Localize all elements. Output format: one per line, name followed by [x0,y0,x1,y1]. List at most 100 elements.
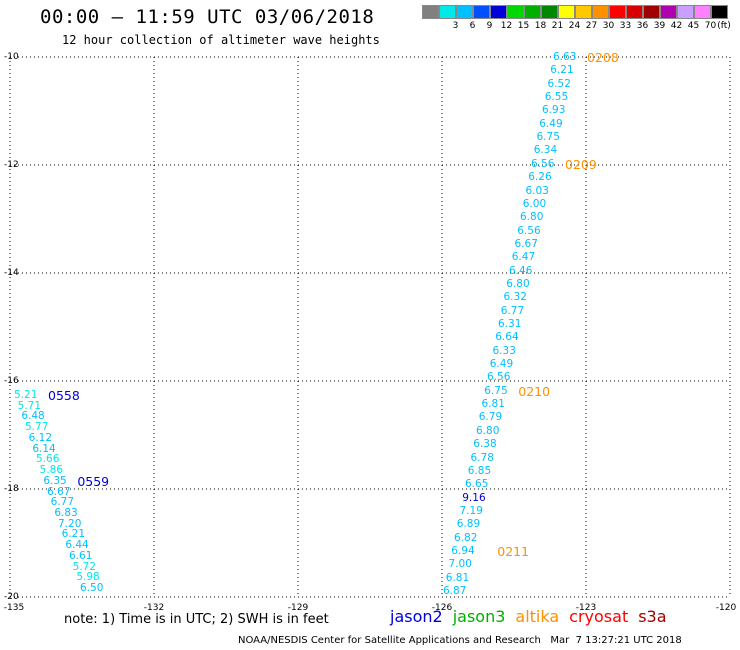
legend-swatch [677,5,694,19]
latitude-label: -12 [4,160,19,170]
legend-label: 45 [687,21,700,31]
swh-reading: 6.75 [536,131,560,144]
color-legend: 3 6 9 12 15 18 21 24 27 30 33 36 39 42 45 70 (ft) [422,5,740,33]
swh-reading: 6.93 [542,104,566,117]
swh-reading: 6.14 [32,442,56,455]
swh-reading: 6.78 [470,451,494,464]
latitude-label: -16 [4,376,19,386]
legend-swatch [609,5,626,19]
swh-reading: 6.03 [525,184,549,197]
swh-reading: 6.44 [65,539,89,552]
swh-reading: 6.65 [465,478,489,491]
longitude-label: -129 [287,603,309,613]
swh-reading: 6.94 [451,544,475,557]
swh-reading: 6.56 [487,371,511,384]
latitude-label: -14 [4,268,19,278]
swh-reading: 6.67 [47,485,71,498]
legend-label: 18 [534,21,547,31]
swh-reading: 6.83 [54,506,78,519]
pass-time-label: 0558 [48,388,80,403]
legend-swatch [439,5,456,19]
swh-reading: 6.80 [476,424,500,437]
pass-time-label: 0210 [518,383,551,399]
swh-reading: 6.49 [539,117,563,130]
swh-reading: 6.56 [531,157,555,170]
credit-line: NOAA/NESDIS Center for Satellite Applica… [238,635,682,646]
longitude-label: -132 [143,603,165,613]
swh-reading: 6.38 [473,438,497,451]
swh-reading: 6.33 [492,344,516,357]
swh-reading: 6.85 [467,464,492,477]
swh-reading: 6.80 [506,277,530,290]
swh-reading: 6.79 [478,411,503,424]
swh-reading: 6.52 [547,77,571,90]
legend-swatch [643,5,660,19]
pass-time-label: 0211 [497,543,530,559]
swh-reading: 6.80 [520,211,544,224]
swh-reading: 7.00 [448,558,472,571]
swh-reading: 5.72 [72,560,97,573]
legend-swatch [558,5,575,19]
swh-reading: 6.47 [511,251,536,264]
satellite-jason3: jason3 [452,607,506,626]
swh-reading: 9.16 [462,491,486,504]
legend-label: 33 [619,21,632,31]
pass-time-label: 0559 [77,473,110,489]
swh-reading: 6.34 [533,144,558,157]
swh-reading: 6.50 [80,582,104,594]
swh-reading: 6.32 [503,291,527,304]
longitude-label: -123 [575,603,597,613]
legend-label: 6 [469,21,476,31]
swh-reading: 6.77 [500,304,525,317]
swh-reading: 6.82 [454,531,478,544]
satellite-key: jason2 jason3 altika cryosat s3a [390,607,677,626]
legend-label: 12 [500,21,513,31]
swh-reading: 6.61 [69,549,93,562]
swh-reading: 6.12 [28,431,53,444]
legend-swatch [456,5,473,19]
swh-reading: 5.66 [36,453,60,466]
map-subtitle: 12 hour collection of altimeter wave hei… [62,33,380,47]
legend-label: 27 [585,21,598,31]
swh-reading: 6.81 [481,398,505,411]
swh-reading: 6.63 [553,51,577,63]
swh-reading: 7.19 [459,504,483,517]
swh-reading: 6.67 [514,237,538,250]
legend-swatch [592,5,609,19]
latitude-label: -18 [4,484,19,494]
satellite-cryosat: cryosat [569,607,629,626]
legend-swatch [711,5,728,19]
swh-reading: 6.56 [517,224,541,237]
legend-label: 15 [517,21,530,31]
footer-note: note: 1) Time is in UTC; 2) SWH is in fe… [64,612,329,627]
swh-reading: 5.21 [14,389,38,401]
legend-swatch [541,5,558,19]
legend-label: 70 [704,21,717,31]
legend-unit: (ft) [717,21,731,31]
swh-reading: 6.21 [550,64,574,77]
legend-swatch [575,5,592,19]
swh-reading: 7.20 [58,517,82,530]
longitude-label: -135 [3,603,25,613]
legend-swatch [507,5,524,19]
legend-label: 9 [486,21,493,31]
legend-labels: 3 6 9 12 15 18 21 24 27 30 33 36 39 42 45 70 (ft) [422,19,740,33]
pass-time-label: 0208 [587,50,619,65]
swh-reading: 6.75 [484,384,508,397]
legend-label: 36 [636,21,649,31]
legend-swatch [694,5,711,19]
latitude-label: -10 [4,52,19,62]
swh-reading: 6.87 [443,585,467,597]
legend-swatch [524,5,541,19]
swh-reading: 6.26 [528,171,552,184]
swh-reading: 6.81 [445,571,470,584]
latitude-label: -20 [4,592,19,602]
legend-label: 21 [551,21,564,31]
swh-reading: 6.46 [509,264,533,277]
swh-reading: 5.86 [39,464,64,477]
legend-label: 39 [653,21,666,31]
legend-swatch [626,5,643,19]
satellite-jason2: jason2 [390,607,443,626]
swh-reading: 6.64 [495,331,519,344]
